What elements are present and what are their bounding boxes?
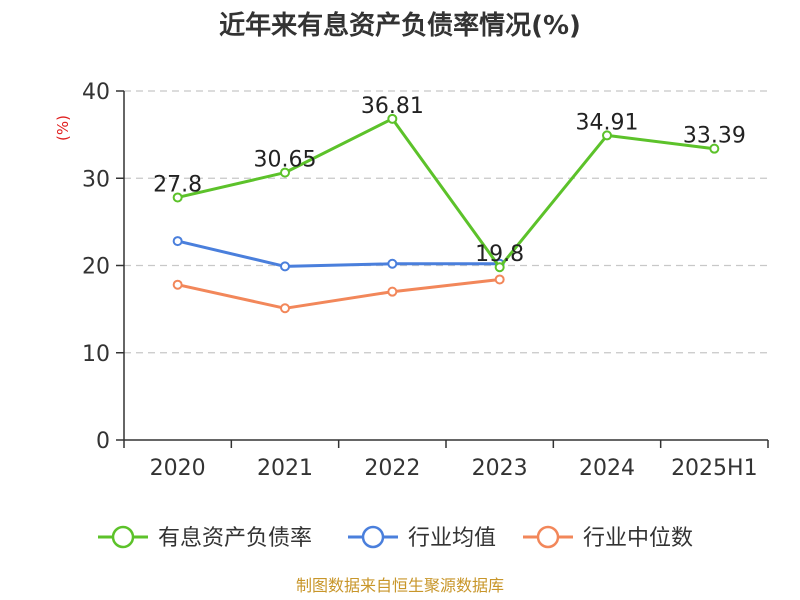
data-point xyxy=(280,303,290,314)
data-point xyxy=(280,167,290,178)
data-point xyxy=(494,262,505,273)
y-tick-label: 20 xyxy=(82,255,110,280)
series-line-1 xyxy=(177,239,500,268)
legend-marker xyxy=(111,525,135,549)
y-tick-label: 10 xyxy=(82,342,110,367)
x-tick-label: 2024 xyxy=(579,456,635,481)
data-point xyxy=(709,143,720,154)
data-point xyxy=(172,236,183,247)
series-line-0 xyxy=(177,117,715,269)
data-point xyxy=(172,192,183,203)
grid-lines xyxy=(124,90,768,354)
x-tick-label: 2020 xyxy=(150,456,206,481)
y-tick-label: 0 xyxy=(96,429,110,454)
y-tick-label: 30 xyxy=(82,167,110,192)
legend-label: 有息资产负债率 xyxy=(158,526,312,551)
x-tick-label: 2023 xyxy=(472,456,528,481)
x-tick-label: 2021 xyxy=(257,456,313,481)
y-tick-label: 40 xyxy=(82,80,110,105)
legend-marker xyxy=(536,525,560,549)
data-point xyxy=(387,286,398,297)
data-labels: 27.8 30.65 36.81 19.8 34.91 33.39 xyxy=(153,94,746,267)
series-line-2 xyxy=(177,278,500,310)
data-point xyxy=(387,258,398,269)
chart-title: 近年来有息资产负债率情况(%) xyxy=(219,10,581,41)
data-label: 27.8 xyxy=(153,172,202,197)
data-label: 30.65 xyxy=(254,148,317,173)
x-tick-label: 2025H1 xyxy=(671,456,758,481)
legend-marker xyxy=(361,525,385,549)
data-point xyxy=(387,113,398,124)
source-note: 制图数据来自恒生聚源数据库 xyxy=(296,576,504,595)
data-point xyxy=(494,274,505,285)
data-point xyxy=(280,261,290,272)
data-label: 19.8 xyxy=(475,242,524,267)
data-point xyxy=(602,130,612,141)
series-layer xyxy=(172,113,720,314)
data-label: 33.39 xyxy=(683,124,746,149)
y-axis-label: (%) xyxy=(54,115,72,141)
data-point xyxy=(172,279,183,290)
x-tick-label: 2022 xyxy=(364,456,420,481)
legend-label: 行业均值 xyxy=(408,526,496,551)
legend: 有息资产负债率 行业均值 行业中位数 xyxy=(98,525,693,551)
legend-label: 行业中位数 xyxy=(583,526,693,551)
axes: 0 10 20 30 40 2020 2021 2022 2023 2024 2025H1 xyxy=(82,80,769,481)
data-label: 36.81 xyxy=(361,94,424,119)
data-label: 34.91 xyxy=(576,110,639,135)
